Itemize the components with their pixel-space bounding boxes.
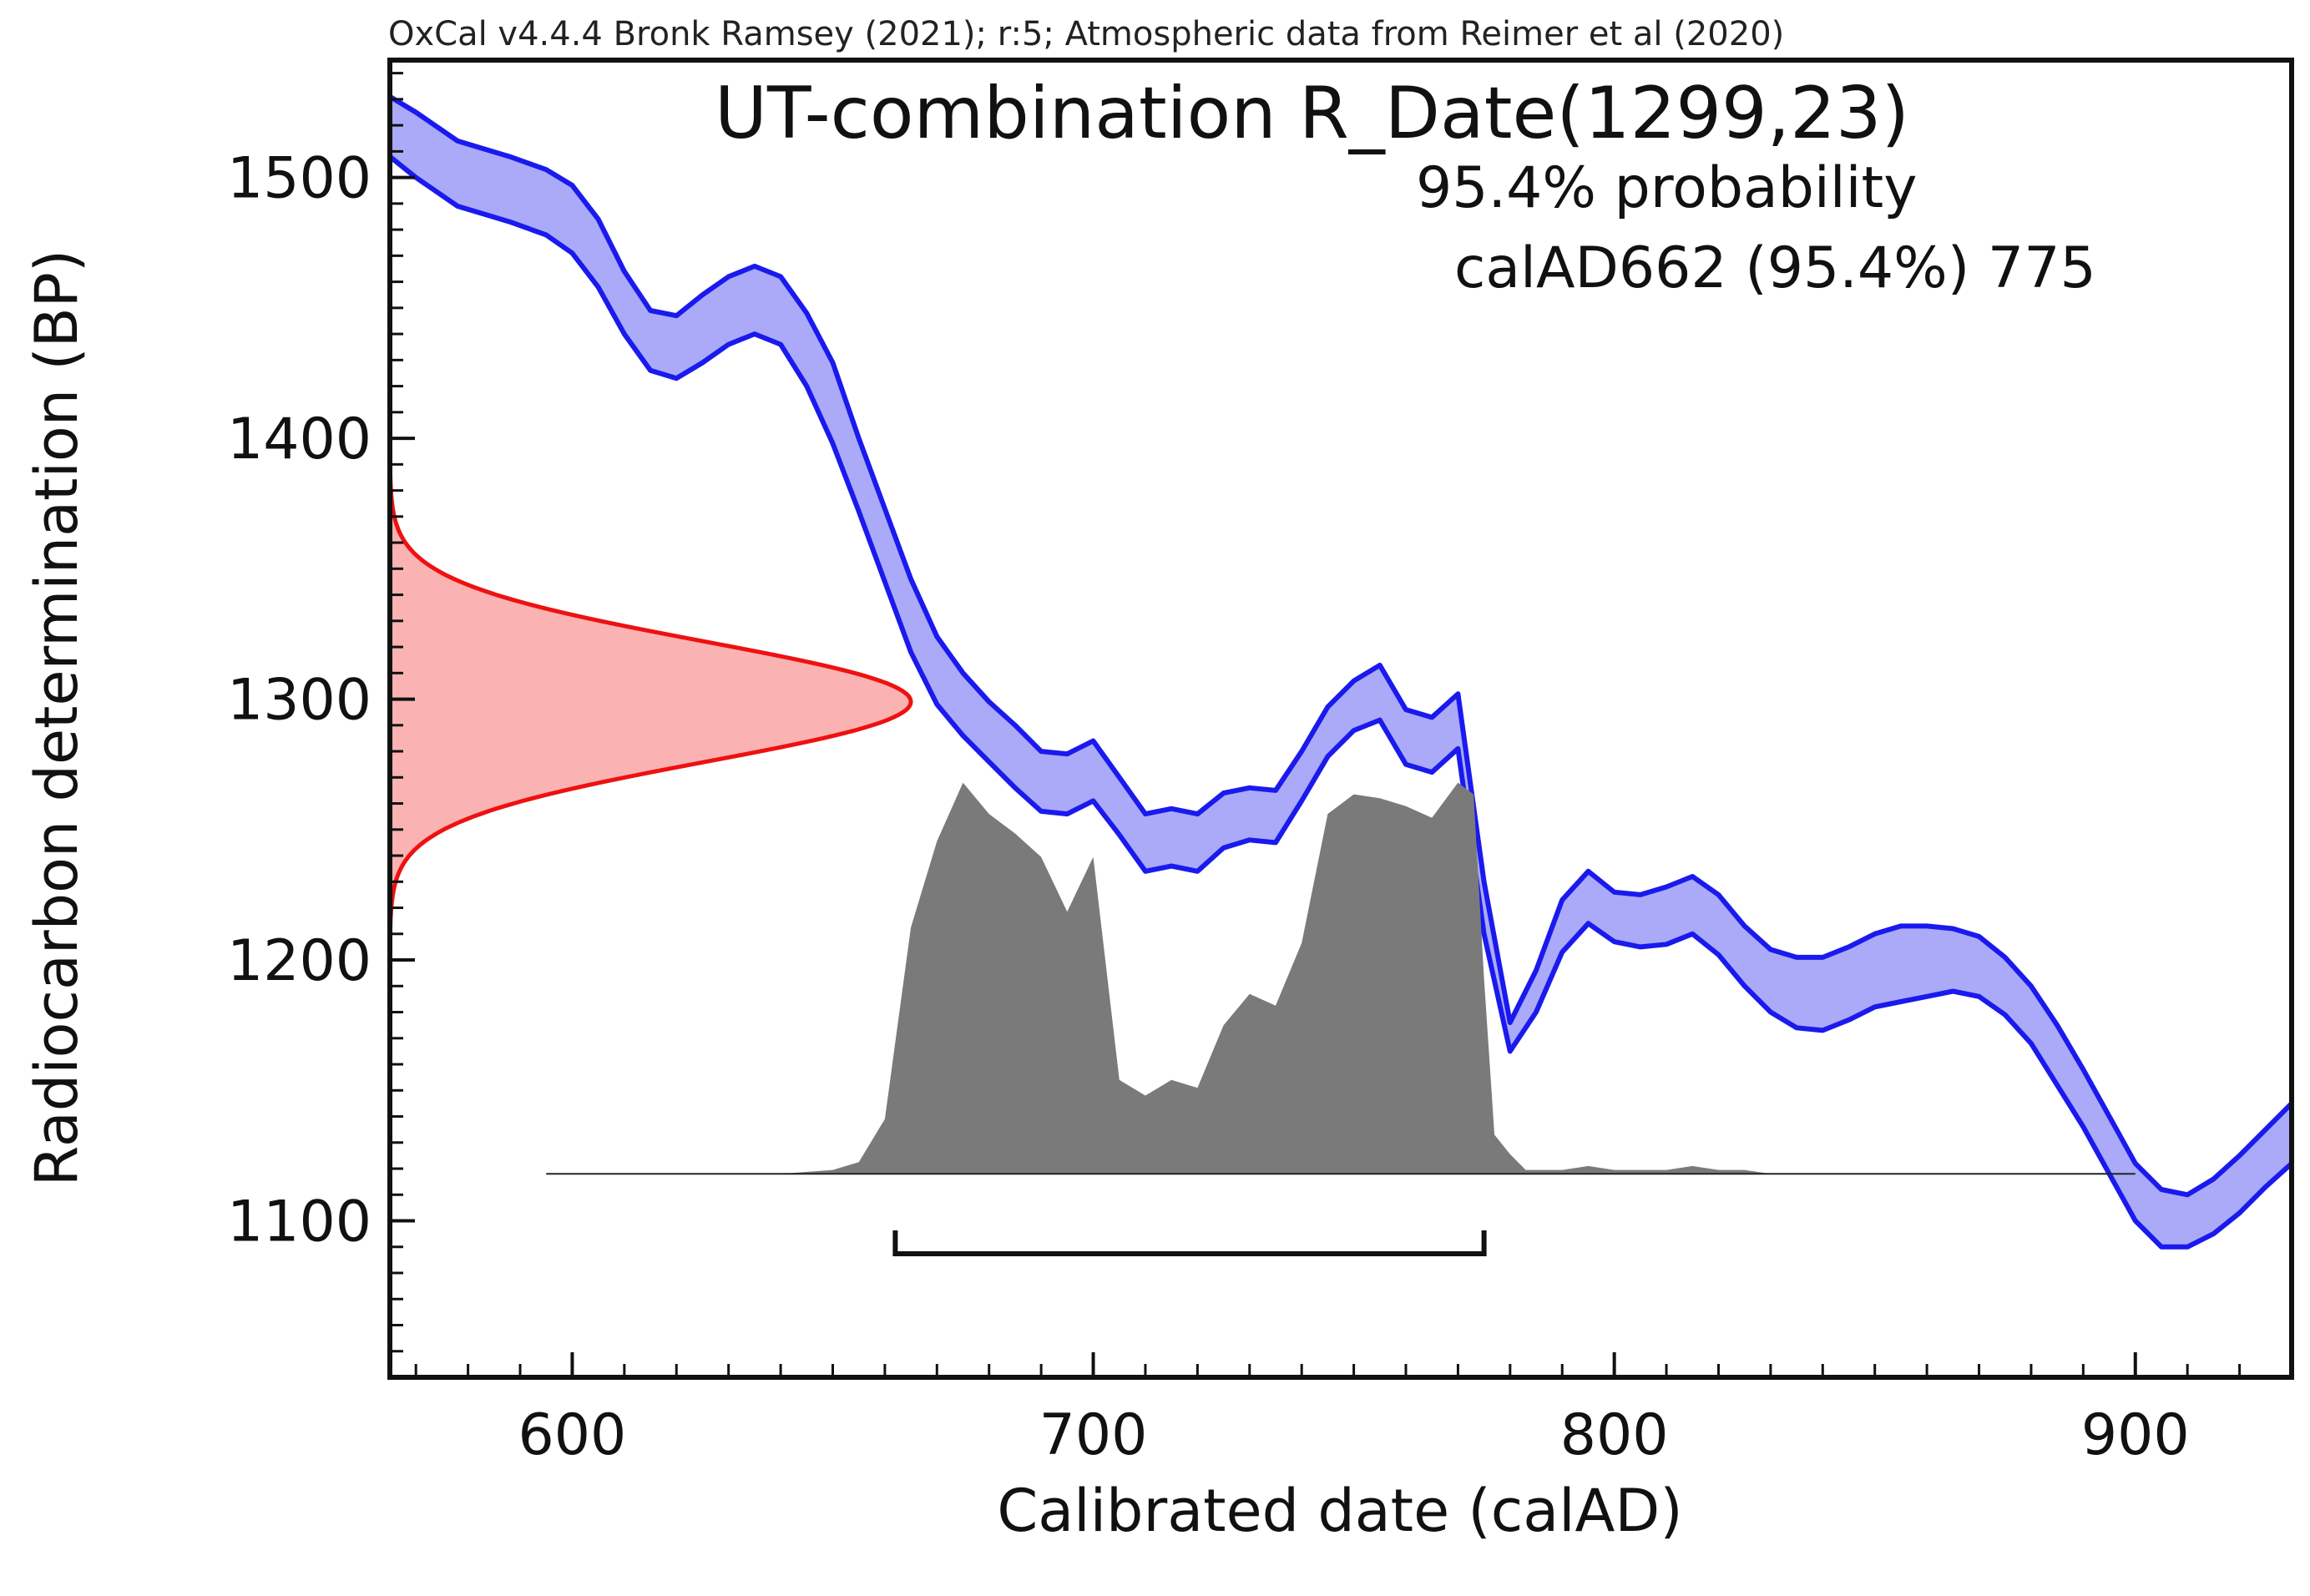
x-tick-label: 600 xyxy=(518,1402,627,1468)
y-tick-label: 1300 xyxy=(227,668,372,734)
calibration-curve-lower xyxy=(390,154,2292,1250)
measurement-outline xyxy=(390,462,913,942)
x-tick-label: 900 xyxy=(2081,1402,2190,1468)
y-axis-label: Radiocarbon determination (BP) xyxy=(23,249,91,1187)
y-tick-label: 1500 xyxy=(227,146,372,212)
y-tick-label: 1100 xyxy=(227,1189,372,1255)
posterior-distribution xyxy=(546,782,2136,1174)
chart-title: UT-combination R_Date(1299,23) xyxy=(715,72,1910,155)
x-axis-label: Calibrated date (calAD) xyxy=(997,1477,1683,1545)
y-tick-label: 1400 xyxy=(227,407,372,472)
probability-label: 95.4% probability xyxy=(1416,155,1918,221)
measurement-distribution xyxy=(390,462,912,942)
x-tick-label: 800 xyxy=(1560,1402,1669,1468)
hpd-range-bracket xyxy=(892,1230,1487,1256)
x-tick-label: 700 xyxy=(1039,1402,1148,1468)
y-tick-label: 1200 xyxy=(227,928,372,994)
calibration-curve-upper xyxy=(390,94,2292,1198)
calibrated-range-label: calAD662 (95.4%) 775 xyxy=(1454,235,2096,301)
software-credit: OxCal v4.4.4 Bronk Ramsey (2021); r:5; A… xyxy=(388,15,1785,53)
plot-frame xyxy=(387,58,2294,1380)
